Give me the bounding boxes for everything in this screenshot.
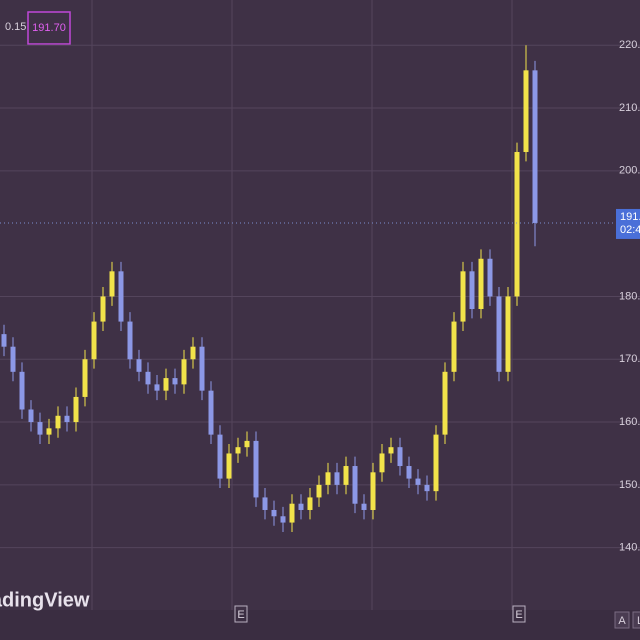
event-label: E [237,609,244,621]
candle-body [1,334,7,347]
watermark: TradingView [0,589,90,611]
candle-body [127,321,133,360]
candle-body [325,472,331,485]
candle-body [55,415,61,429]
candle-body [379,453,385,473]
candle-body [154,384,160,391]
candle-body [46,428,52,435]
candle-body [388,447,394,454]
candle-body [82,359,88,397]
countdown-label: 02:4 [620,224,640,236]
y-tick-label: 200.00 [619,165,640,177]
candle-body [415,478,421,485]
candle-body [352,466,358,504]
candle-body [487,258,493,297]
time-scale [0,610,640,640]
candle-body [64,415,70,423]
candle-body [163,378,169,391]
candle-body [262,497,268,510]
candle-body [226,453,232,479]
vertical-grid [91,0,513,610]
event-marker [512,605,526,623]
candle-body [73,396,79,423]
candle-body [91,321,97,360]
candle-body [442,371,448,435]
event-marker [234,605,248,623]
candle-body [109,271,115,297]
candle-body [289,503,295,523]
candle-body [19,371,25,410]
candle-body [307,497,313,510]
candle-body [136,359,142,372]
candle-body [433,434,439,492]
candle-body [316,484,322,498]
y-tick-label: 160.00 [619,416,640,428]
y-tick-label: 180.00 [619,290,640,302]
candle-body [172,378,178,385]
candle-body [37,422,43,435]
candle-body [235,447,241,454]
candle-body [190,346,196,360]
candle-body [10,346,16,372]
last-price-box [616,208,640,239]
y-tick-label: 170.00 [619,353,640,365]
candle-body [208,390,214,435]
candle-body [343,466,349,485]
candle-body [523,70,529,152]
candle-body [460,271,466,322]
candle-body [361,503,367,510]
candle-body [118,271,124,322]
last-price-label: 191.70 [620,211,640,223]
candle-body [514,151,520,297]
candle-body [253,440,259,498]
candle-body [478,258,484,310]
scale-button-label[interactable]: L [637,615,640,627]
legend-price-box [27,11,71,45]
candle-body [145,371,151,385]
y-tick-label: 220.00 [619,39,640,51]
candle-body [100,296,106,322]
candle-body [424,484,430,492]
candle-body [217,434,223,479]
candle-body [397,447,403,467]
candle-body [271,509,277,517]
candle-body [28,409,34,423]
candle-body [280,516,286,523]
legend-price: 191.70 [32,22,66,34]
candle-body [505,296,511,372]
scale-button-label[interactable]: A [618,615,626,627]
y-tick-label: 140.00 [619,542,640,554]
candle-body [181,359,187,385]
candle-body [244,440,250,448]
candle-body [451,321,457,372]
candle-body [496,296,502,372]
candle-body [199,346,205,391]
y-tick-label: 210.00 [619,102,640,114]
candle-body [370,472,376,510]
scale-button[interactable] [614,611,630,629]
event-label: E [515,609,522,621]
candle-body [469,271,475,310]
y-tick-label: 150.00 [619,479,640,491]
scale-button[interactable] [632,611,640,629]
legend-change: 0.15 [5,21,26,33]
candle-body [334,472,340,485]
candle-body [532,70,538,223]
candle-body [298,503,304,510]
candle-body [406,466,412,479]
